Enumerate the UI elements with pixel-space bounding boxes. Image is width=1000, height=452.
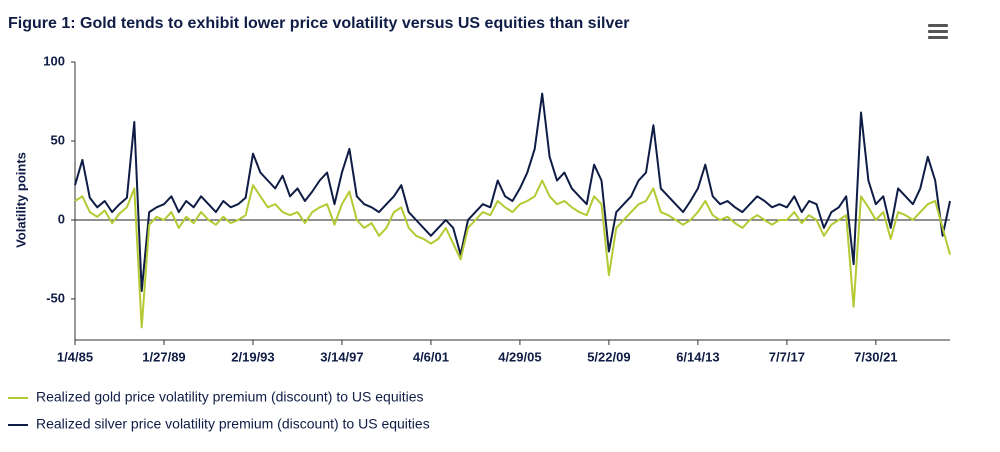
y-tick-label: -50 xyxy=(46,290,65,305)
menu-button[interactable] xyxy=(928,24,948,39)
x-tick-label: 4/29/05 xyxy=(498,349,541,364)
legend-label: Realized silver price volatility premium… xyxy=(36,416,430,432)
x-tick-label: 1/27/89 xyxy=(142,349,185,364)
x-tick-label: 6/14/13 xyxy=(676,349,719,364)
legend-label: Realized gold price volatility premium (… xyxy=(36,389,424,405)
y-tick-label: 100 xyxy=(43,53,65,68)
x-tick-label: 1/4/85 xyxy=(57,349,93,364)
x-tick-label: 3/14/97 xyxy=(320,349,363,364)
chart-title: Figure 1: Gold tends to exhibit lower pr… xyxy=(8,15,629,32)
x-tick-label: 2/19/93 xyxy=(231,349,274,364)
series-line xyxy=(74,92,951,292)
y-tick-label: 50 xyxy=(51,132,65,147)
x-tick-label: 7/30/21 xyxy=(854,349,897,364)
x-tick-label: 4/6/01 xyxy=(413,349,449,364)
series-line xyxy=(74,179,951,329)
x-tick-label: 5/22/09 xyxy=(587,349,630,364)
x-tick-label: 7/7/17 xyxy=(769,349,805,364)
y-axis-title: Volatility points xyxy=(13,152,28,248)
y-tick-label: 0 xyxy=(58,211,65,226)
